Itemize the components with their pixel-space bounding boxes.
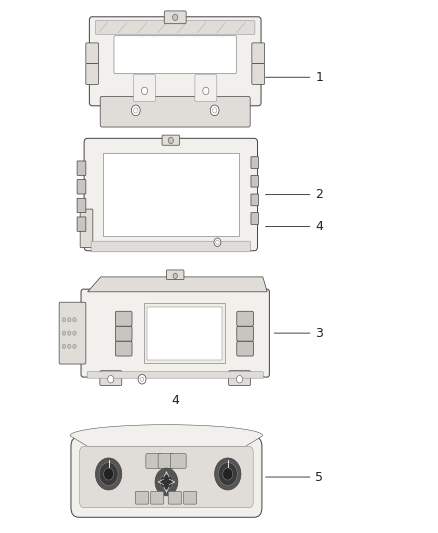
Bar bbox=[144, 303, 225, 363]
FancyBboxPatch shape bbox=[184, 491, 197, 504]
Circle shape bbox=[141, 87, 148, 94]
Circle shape bbox=[203, 87, 209, 94]
FancyBboxPatch shape bbox=[166, 270, 184, 279]
Circle shape bbox=[168, 137, 173, 143]
Circle shape bbox=[140, 377, 144, 382]
FancyBboxPatch shape bbox=[77, 161, 86, 175]
Circle shape bbox=[215, 240, 219, 245]
Circle shape bbox=[160, 474, 173, 489]
FancyBboxPatch shape bbox=[135, 491, 148, 504]
Circle shape bbox=[108, 375, 114, 383]
Circle shape bbox=[62, 318, 66, 322]
Text: 3: 3 bbox=[274, 327, 323, 340]
Bar bbox=[147, 306, 222, 360]
Circle shape bbox=[215, 458, 241, 490]
FancyBboxPatch shape bbox=[162, 135, 180, 145]
FancyBboxPatch shape bbox=[95, 20, 255, 34]
Text: 5: 5 bbox=[265, 471, 323, 483]
Circle shape bbox=[237, 375, 243, 383]
FancyBboxPatch shape bbox=[251, 213, 258, 224]
FancyBboxPatch shape bbox=[87, 372, 263, 378]
FancyBboxPatch shape bbox=[77, 217, 86, 231]
FancyBboxPatch shape bbox=[115, 326, 132, 341]
Circle shape bbox=[62, 344, 66, 349]
FancyBboxPatch shape bbox=[251, 194, 258, 206]
FancyBboxPatch shape bbox=[134, 74, 155, 101]
FancyBboxPatch shape bbox=[81, 289, 269, 377]
Circle shape bbox=[223, 468, 233, 480]
FancyBboxPatch shape bbox=[80, 447, 253, 507]
Text: 4: 4 bbox=[171, 394, 179, 407]
Text: 2: 2 bbox=[265, 188, 323, 201]
Circle shape bbox=[218, 463, 237, 486]
Text: 4: 4 bbox=[265, 220, 323, 233]
Circle shape bbox=[173, 14, 178, 20]
FancyBboxPatch shape bbox=[237, 341, 254, 356]
Bar bbox=[102, 153, 239, 236]
FancyBboxPatch shape bbox=[195, 74, 217, 101]
FancyBboxPatch shape bbox=[170, 454, 186, 469]
FancyBboxPatch shape bbox=[251, 175, 258, 187]
Circle shape bbox=[173, 273, 177, 278]
FancyBboxPatch shape bbox=[252, 43, 265, 64]
FancyBboxPatch shape bbox=[59, 302, 86, 364]
Circle shape bbox=[62, 331, 66, 335]
Circle shape bbox=[73, 331, 76, 335]
FancyBboxPatch shape bbox=[77, 180, 86, 194]
Circle shape bbox=[104, 468, 113, 480]
FancyBboxPatch shape bbox=[115, 311, 132, 326]
Circle shape bbox=[67, 318, 71, 322]
FancyBboxPatch shape bbox=[237, 326, 254, 341]
Circle shape bbox=[131, 105, 140, 116]
FancyBboxPatch shape bbox=[80, 209, 93, 247]
Circle shape bbox=[210, 105, 219, 116]
FancyBboxPatch shape bbox=[84, 139, 258, 251]
FancyBboxPatch shape bbox=[168, 491, 181, 504]
FancyBboxPatch shape bbox=[100, 371, 122, 386]
Circle shape bbox=[67, 331, 71, 335]
FancyBboxPatch shape bbox=[237, 311, 254, 326]
Circle shape bbox=[67, 344, 71, 349]
FancyBboxPatch shape bbox=[100, 96, 250, 127]
FancyBboxPatch shape bbox=[86, 43, 99, 64]
Circle shape bbox=[134, 108, 138, 113]
FancyBboxPatch shape bbox=[71, 437, 262, 517]
FancyBboxPatch shape bbox=[146, 454, 162, 469]
FancyBboxPatch shape bbox=[158, 454, 174, 469]
FancyBboxPatch shape bbox=[89, 17, 261, 106]
Circle shape bbox=[214, 238, 221, 247]
FancyBboxPatch shape bbox=[86, 63, 99, 84]
FancyBboxPatch shape bbox=[115, 341, 132, 356]
Polygon shape bbox=[88, 277, 267, 292]
Text: 1: 1 bbox=[265, 71, 323, 84]
FancyBboxPatch shape bbox=[91, 241, 251, 252]
Circle shape bbox=[212, 108, 217, 113]
Polygon shape bbox=[70, 425, 263, 447]
FancyBboxPatch shape bbox=[251, 157, 258, 168]
Circle shape bbox=[99, 463, 118, 486]
Circle shape bbox=[138, 374, 146, 384]
Circle shape bbox=[73, 318, 76, 322]
FancyBboxPatch shape bbox=[229, 371, 251, 386]
FancyBboxPatch shape bbox=[114, 36, 237, 74]
FancyBboxPatch shape bbox=[77, 198, 86, 213]
Circle shape bbox=[73, 344, 76, 349]
Circle shape bbox=[95, 458, 122, 490]
FancyBboxPatch shape bbox=[164, 11, 186, 23]
Circle shape bbox=[155, 468, 178, 496]
FancyBboxPatch shape bbox=[151, 491, 164, 504]
FancyBboxPatch shape bbox=[252, 63, 265, 84]
